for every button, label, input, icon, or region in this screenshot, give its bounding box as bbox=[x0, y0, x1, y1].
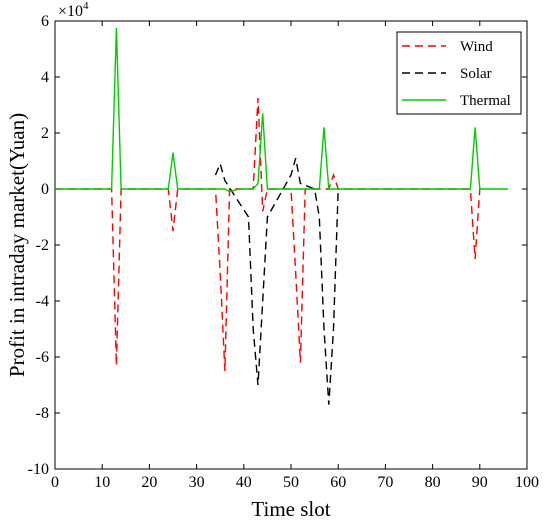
x-tick-label: 40 bbox=[236, 474, 252, 491]
y-tick-label: 2 bbox=[41, 125, 49, 142]
series-line-thermal bbox=[55, 27, 509, 193]
x-tick-label: 90 bbox=[472, 474, 488, 491]
y-tick-label: -6 bbox=[36, 349, 49, 366]
x-tick-label: 80 bbox=[425, 474, 441, 491]
x-tick-label: 20 bbox=[141, 474, 157, 491]
x-tick-label: 100 bbox=[515, 474, 539, 491]
x-axis-title: Time slot bbox=[251, 497, 330, 521]
y-tick-label: 4 bbox=[41, 69, 49, 86]
x-tick-label: 10 bbox=[94, 474, 110, 491]
legend: Wind Solar Thermal bbox=[396, 31, 522, 115]
series-line-solar bbox=[214, 158, 339, 405]
y-tick-label: 6 bbox=[41, 13, 49, 30]
x-tick-label: 60 bbox=[330, 474, 346, 491]
series-layer bbox=[55, 27, 509, 405]
y-multiplier-label: ×104 bbox=[58, 0, 89, 20]
y-tick-label: -10 bbox=[28, 461, 49, 478]
y-tick-label: -4 bbox=[36, 293, 49, 310]
y-tick-label: 0 bbox=[41, 181, 49, 198]
legend-label-solar: Solar bbox=[460, 66, 492, 82]
y-tick-label: -8 bbox=[36, 405, 49, 422]
y-axis-title: Profit in intraday market(Yuan) bbox=[5, 113, 29, 377]
legend-label-thermal: Thermal bbox=[460, 93, 511, 109]
legend-label-wind: Wind bbox=[460, 39, 493, 55]
x-tick-label: 0 bbox=[51, 474, 59, 491]
x-tick-label: 70 bbox=[377, 474, 393, 491]
x-tick-label: 50 bbox=[283, 474, 299, 491]
x-tick-label: 30 bbox=[189, 474, 205, 491]
y-tick-label: -2 bbox=[36, 237, 49, 254]
